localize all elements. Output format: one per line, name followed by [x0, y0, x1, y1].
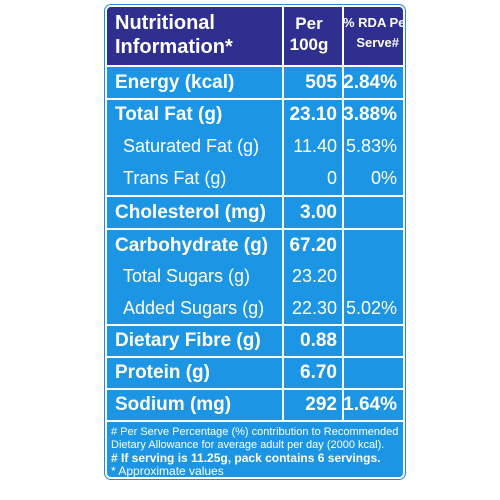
table-row-energy: Energy (kcal) 505 2.84% — [107, 67, 403, 98]
row-label: Total Sugars (g) — [123, 266, 251, 286]
table-row-added-sugars: Added Sugars (g) 22.30 5.02% — [107, 292, 403, 324]
row-per100g: 67.20 — [289, 234, 337, 256]
table-row-cholesterol: Cholesterol (mg) 3.00 — [107, 197, 403, 228]
table-row-trans-fat: Trans Fat (g) 0 0% — [107, 162, 403, 195]
row-per100g: 23.20 — [291, 266, 337, 286]
row-rda: 5.83% — [345, 135, 397, 156]
column-divider — [342, 7, 344, 420]
row-label: Energy (kcal) — [115, 71, 235, 93]
header-nutritional-information: Nutritional Information* — [107, 7, 283, 65]
row-rda — [343, 197, 403, 228]
row-rda — [343, 261, 403, 292]
table-row-sodium: Sodium (mg) 292 1.64% — [107, 390, 403, 420]
row-divider — [107, 356, 403, 358]
row-rda: 5.02% — [345, 297, 397, 318]
nutrition-panel: Nutritional Information* Per 100g % RDA … — [105, 5, 405, 479]
header-col2-line2: 100g — [289, 35, 329, 54]
table-header: Nutritional Information* Per 100g % RDA … — [107, 7, 403, 65]
header-col1-line2: Information* — [115, 36, 233, 58]
row-label: Protein (g) — [115, 362, 210, 383]
row-per100g: 292 — [305, 394, 337, 415]
row-per100g: 3.00 — [300, 201, 337, 223]
header-col1-line1: Nutritional — [115, 12, 215, 34]
table-row-total-sugars: Total Sugars (g) 23.20 — [107, 261, 403, 292]
row-label: Carbohydrate (g) — [115, 234, 269, 256]
row-rda — [343, 358, 403, 388]
row-divider — [107, 98, 403, 100]
row-divider — [107, 324, 403, 326]
table-row-carbohydrate: Carbohydrate (g) 67.20 — [107, 230, 403, 261]
row-divider — [107, 195, 403, 197]
row-per100g: 0.88 — [300, 330, 337, 351]
row-label: Trans Fat (g) — [123, 168, 227, 188]
row-label: Dietary Fibre (g) — [115, 330, 261, 351]
table-row-protein: Protein (g) 6.70 — [107, 358, 403, 388]
footnotes: # Per Serve Percentage (%) contribution … — [107, 422, 403, 478]
row-rda — [343, 230, 403, 261]
row-rda — [343, 326, 403, 356]
header-rda-per-serve: % RDA Per Serve# — [343, 7, 403, 65]
header-per-100g: Per 100g — [283, 7, 343, 65]
row-per100g: 11.40 — [293, 135, 337, 156]
row-rda: 1.64% — [343, 394, 397, 415]
row-divider — [107, 420, 403, 422]
row-label: Added Sugars (g) — [123, 297, 265, 318]
row-rda: 0% — [370, 168, 397, 188]
row-label: Sodium (mg) — [115, 394, 232, 415]
row-per100g: 23.10 — [289, 104, 337, 125]
row-label: Saturated Fat (g) — [123, 135, 260, 156]
row-per100g: 505 — [305, 71, 337, 93]
row-divider — [107, 388, 403, 390]
footnote-servings: # If serving is 11.25g, pack contains 6 … — [111, 451, 381, 465]
row-label: Total Fat (g) — [115, 104, 223, 125]
header-col3-line1: % RDA Per — [343, 15, 405, 30]
table-row-total-fat: Total Fat (g) 23.10 3.88% — [107, 100, 403, 130]
header-col3-line2: Serve# — [356, 35, 399, 50]
row-per100g: 6.70 — [300, 362, 337, 383]
row-rda: 3.88% — [343, 104, 397, 125]
row-per100g: 0 — [326, 168, 337, 188]
header-col2-line1: Per — [295, 14, 323, 33]
row-per100g: 22.30 — [291, 297, 337, 318]
footnote-line-2: Dietary Allowance for average adult per … — [111, 439, 385, 451]
row-rda: 2.84% — [343, 71, 397, 93]
table-row-saturated-fat: Saturated Fat (g) 11.40 5.83% — [107, 130, 403, 162]
row-divider — [107, 65, 403, 67]
table-row-dietary-fibre: Dietary Fibre (g) 0.88 — [107, 326, 403, 356]
row-divider — [107, 228, 403, 230]
footnote-line-1: # Per Serve Percentage (%) contribution … — [111, 426, 399, 438]
footnote-approximate: * Approximate values — [111, 464, 224, 478]
column-divider — [282, 7, 284, 420]
row-label: Cholesterol (mg) — [115, 201, 266, 223]
